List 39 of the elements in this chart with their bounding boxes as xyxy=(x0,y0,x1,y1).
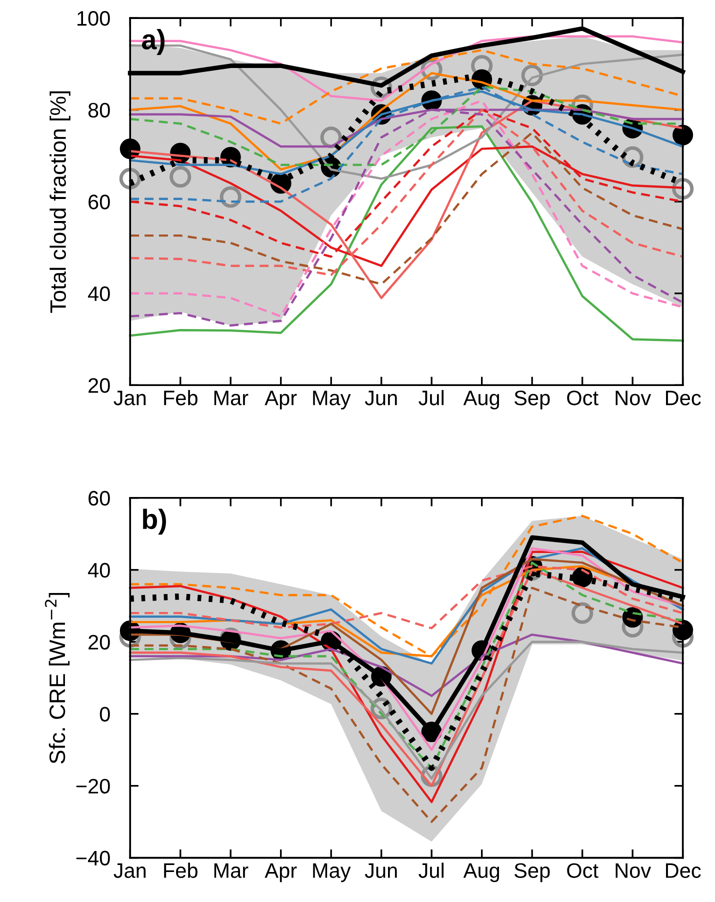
x-tick-label: May xyxy=(313,863,351,882)
y-tick-label: −40 xyxy=(76,850,110,866)
x-tick-label: Mar xyxy=(214,863,248,878)
x-tick-label: Oct xyxy=(567,390,598,406)
y-tick-label: 40 xyxy=(88,562,110,578)
y-tick-label: 20 xyxy=(88,634,110,650)
x-tick-label: Jun xyxy=(364,863,397,878)
x-tick-label: Jul xyxy=(418,390,444,406)
annotation: a) xyxy=(142,29,164,55)
x-tick-label: Aug xyxy=(463,863,500,882)
x-tick-label: Jul xyxy=(418,862,444,878)
x-tick-label: May xyxy=(313,390,351,410)
y-tick-label: 20 xyxy=(88,378,110,393)
x-tick-label: Sep xyxy=(514,390,550,410)
y-axis-title: Total cloud fraction [%] xyxy=(50,91,70,313)
y-tick-label: 60 xyxy=(88,490,110,506)
x-tick-label: Jun xyxy=(364,390,397,406)
y-tick-label: 100 xyxy=(78,11,110,26)
x-tick-label: Apr xyxy=(264,390,297,410)
x-tick-label: Nov xyxy=(616,863,652,878)
y-tick-label: 60 xyxy=(88,194,110,210)
x-tick-label: Sep xyxy=(514,863,550,882)
x-tick-label: Jan xyxy=(114,390,146,406)
x-tick-label: Dec xyxy=(666,863,701,878)
y-axis-title: Sfc. CRE [Wm$^{−2}$] xyxy=(44,592,70,764)
x-tick-label: Feb xyxy=(164,390,198,406)
x-tick-label: Jan xyxy=(114,863,146,878)
x-tick-label: Dec xyxy=(666,390,701,406)
y-tick-label: 40 xyxy=(88,286,110,302)
y-tick-label: 0 xyxy=(100,706,110,722)
y-tick-label: 80 xyxy=(88,102,110,118)
x-tick-label: Mar xyxy=(214,390,248,406)
x-tick-label: Apr xyxy=(264,863,297,882)
x-tick-label: Nov xyxy=(616,390,652,406)
annotation: b) xyxy=(143,508,166,535)
y-tick-label: −20 xyxy=(76,778,110,794)
x-tick-label: Feb xyxy=(164,862,198,878)
x-tick-label: Oct xyxy=(567,863,598,878)
x-tick-label: Aug xyxy=(463,390,500,410)
